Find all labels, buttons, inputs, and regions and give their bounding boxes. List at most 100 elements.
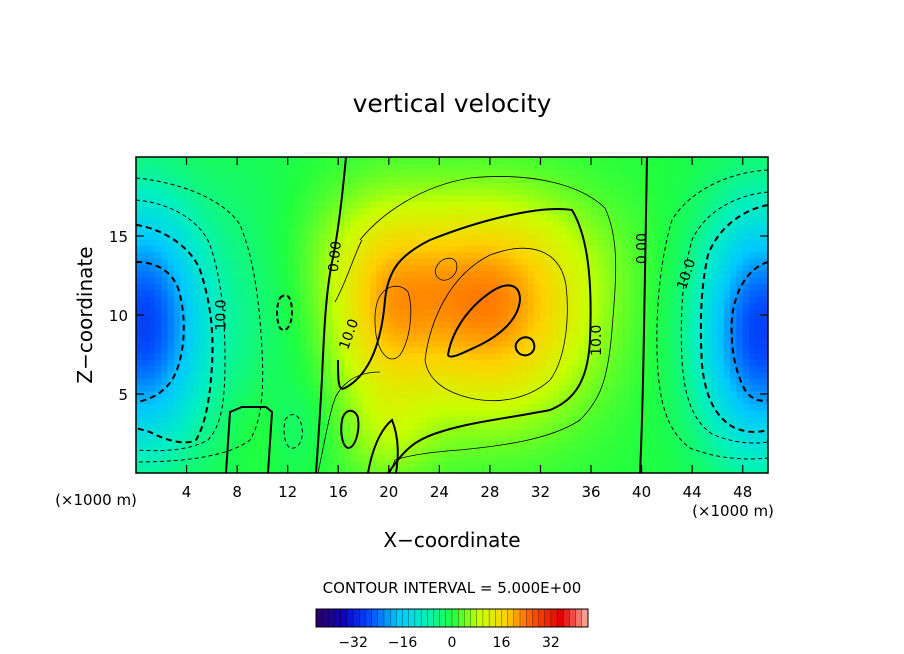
field-cell: [666, 327, 674, 335]
field-cell: [723, 466, 731, 473]
field-cell: [591, 213, 598, 221]
field-cell: [420, 251, 428, 259]
field-cell: [218, 213, 226, 221]
field-cell: [458, 371, 466, 379]
field-cell: [692, 352, 700, 360]
field-cell: [717, 466, 725, 473]
field-cell: [628, 213, 636, 221]
field-cell: [723, 220, 731, 228]
field-cell: [641, 169, 649, 177]
field-cell: [439, 239, 447, 247]
field-cell: [407, 454, 415, 461]
field-cell: [148, 302, 156, 310]
field-cell: [211, 460, 219, 468]
field-cell: [565, 169, 573, 177]
field-cell: [312, 226, 320, 234]
field-cell: [388, 384, 396, 392]
field-cell: [426, 428, 434, 436]
field-cell: [237, 346, 245, 354]
field-cell: [306, 327, 314, 335]
field-cell: [256, 182, 263, 190]
field-cell: [230, 201, 238, 209]
field-cell: [704, 340, 712, 348]
field-cell: [635, 397, 643, 405]
field-cell: [527, 277, 535, 284]
field-cell: [325, 175, 333, 183]
field-cell: [597, 188, 605, 196]
field-cell: [205, 308, 213, 316]
field-cell: [401, 409, 409, 417]
field-cell: [350, 175, 358, 183]
field-cell: [736, 201, 744, 209]
field-cell: [218, 283, 226, 291]
field-cell: [578, 409, 586, 417]
field-cell: [647, 378, 655, 386]
field-cell: [420, 416, 428, 424]
field-cell: [180, 340, 188, 348]
field-cell: [477, 270, 485, 278]
field-cell: [211, 213, 219, 221]
field-cell: [521, 169, 529, 177]
field-cell: [154, 340, 162, 348]
field-cell: [300, 207, 308, 215]
field-cell: [654, 403, 662, 411]
field-cell: [692, 188, 700, 196]
field-cell: [338, 239, 346, 247]
field-cell: [477, 182, 485, 190]
field-cell: [452, 371, 459, 379]
field-cell: [622, 454, 630, 461]
field-cell: [186, 289, 194, 297]
field-cell: [186, 422, 194, 430]
field-cell: [660, 428, 668, 436]
field-cell: [565, 201, 573, 209]
field-cell: [553, 289, 561, 297]
field-cell: [616, 333, 624, 341]
field-cell: [692, 245, 700, 253]
field-cell: [717, 378, 725, 386]
field-cell: [755, 157, 763, 164]
field-cell: [749, 422, 756, 430]
field-cell: [306, 270, 314, 278]
field-cell: [445, 283, 453, 291]
field-cell: [654, 378, 662, 386]
field-cell: [597, 226, 605, 234]
field-cell: [205, 175, 213, 183]
field-cell: [489, 302, 497, 310]
field-cell: [673, 359, 681, 367]
field-cell: [508, 289, 516, 297]
field-cell: [470, 289, 478, 297]
field-cell: [331, 207, 339, 215]
field-cell: [180, 239, 188, 247]
field-cell: [755, 207, 763, 215]
field-cell: [546, 359, 554, 367]
field-cell: [704, 157, 712, 164]
field-cell: [666, 321, 674, 329]
field-cell: [325, 333, 333, 341]
field-cell: [395, 308, 403, 316]
field-cell: [692, 264, 700, 272]
field-cell: [489, 232, 497, 240]
field-cell: [742, 371, 750, 379]
field-cell: [761, 365, 768, 373]
field-cell: [180, 454, 188, 461]
field-cell: [445, 371, 453, 379]
field-cell: [502, 157, 510, 164]
field-cell: [559, 321, 567, 329]
field-cell: [445, 163, 453, 171]
field-cell: [723, 435, 731, 442]
field-cell: [635, 157, 643, 164]
field-cell: [300, 277, 308, 284]
field-cell: [628, 283, 636, 291]
field-cell: [180, 188, 188, 196]
field-cell: [325, 321, 333, 329]
field-cell: [445, 403, 453, 411]
field-cell: [489, 289, 497, 297]
field-cell: [363, 422, 371, 430]
field-cell: [319, 258, 327, 266]
field-cell: [414, 378, 421, 386]
field-cell: [717, 371, 725, 379]
field-cell: [148, 422, 156, 430]
field-cell: [300, 466, 308, 473]
field-cell: [218, 264, 226, 272]
field-cell: [723, 346, 731, 354]
